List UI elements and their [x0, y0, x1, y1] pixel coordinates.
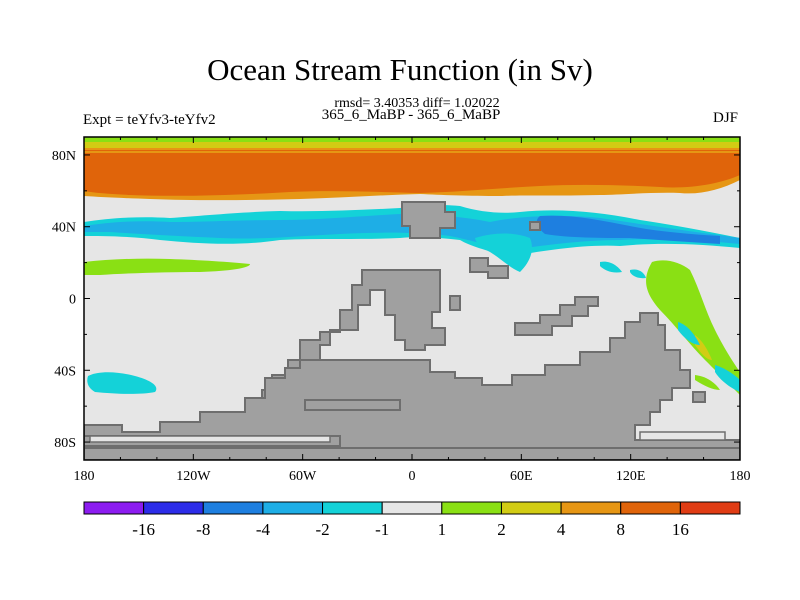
colorbar-swatch: [500, 501, 562, 515]
land-small-island-2: [449, 295, 461, 311]
contour-cyan-wpac: [678, 322, 700, 345]
axis-ticks: [83, 137, 741, 460]
colorbar-swatch: [679, 501, 741, 515]
colorbar-swatch: [381, 501, 443, 515]
y-tick-label: 80N: [52, 149, 76, 164]
colorbar-swatch: [441, 501, 502, 515]
colorbar-label: 4: [557, 520, 566, 539]
contour-darkorange-band: [84, 150, 740, 196]
contour-green-wpac: [646, 260, 740, 395]
x-tick-label: 180: [74, 469, 95, 484]
land-small-island-3: [692, 391, 706, 403]
season-label: DJF: [712, 110, 738, 126]
land-small-island-4: [529, 221, 541, 231]
ocean-strip-south-1: [89, 435, 331, 443]
colorbar-label: 1: [438, 520, 447, 539]
ocean-strip-south-2: [639, 431, 726, 441]
contour-orange-inner: [84, 151, 740, 153]
experiment-label: Expt = teYfv3-teYfv2: [83, 112, 216, 128]
contour-green-tropical-north: [84, 258, 250, 275]
colorbar-swatch: [322, 501, 383, 515]
contour-cyan-indian: [475, 233, 532, 272]
land-eurasia-fragment: [514, 296, 599, 336]
x-tick-label: 60E: [510, 469, 533, 484]
colorbar-label: -8: [196, 520, 210, 539]
x-tick-label: 180: [730, 469, 751, 484]
colorbar-swatch: [262, 501, 324, 515]
colorbar: -16 -8 -4 -2 -1 1 2 4 8 16: [83, 501, 741, 539]
colorbar-swatch: [620, 501, 681, 515]
contour-cyan-fleck-1: [600, 261, 622, 273]
colorbar-label: -1: [375, 520, 389, 539]
colorbar-swatch: [560, 501, 622, 515]
stats-line: rmsd= 3.40353 diff= 1.02022: [334, 96, 500, 111]
colorbar-label: 16: [672, 520, 689, 539]
x-tick-label: 120E: [616, 469, 646, 484]
map-layer: [84, 137, 740, 460]
land-north-america: [401, 201, 456, 239]
contour-yellow-wpac: [695, 335, 712, 360]
contour-cyan-sepac: [715, 365, 740, 392]
y-tick-label: 80S: [54, 436, 76, 451]
colorbar-label: 8: [616, 520, 625, 539]
x-tick-label: 0: [409, 469, 416, 484]
y-tick-label: 0: [69, 293, 76, 308]
y-tick-label: 40S: [54, 364, 76, 379]
colorbar-label: -2: [315, 520, 329, 539]
contour-cyan-fleck-2: [630, 269, 646, 279]
x-tick-label: 60W: [289, 469, 317, 484]
colorbar-swatch: [202, 501, 264, 515]
axis-labels: 180 120W 60W 0 60E 120E 180 80N 40N 0 40S 80S: [52, 149, 751, 484]
period-label: 365_6_MaBP - 365_6_MaBP: [321, 107, 501, 123]
contour-cyan-south-pacific: [87, 372, 157, 394]
x-tick-label: 120W: [176, 469, 211, 484]
land-masses: [84, 201, 740, 460]
colorbar-label: -4: [256, 520, 271, 539]
colorbar-swatch: [143, 501, 204, 515]
y-tick-label: 40N: [52, 221, 76, 236]
colorbar-label: -16: [132, 520, 155, 539]
contour-blue-core-north: [536, 215, 720, 244]
land-small-island-1: [469, 257, 509, 279]
chart-title: Ocean Stream Function (in Sv): [207, 52, 593, 87]
colorbar-swatch: [83, 501, 145, 515]
colorbar-label: 2: [497, 520, 506, 539]
contour-green-small-se: [695, 375, 720, 390]
